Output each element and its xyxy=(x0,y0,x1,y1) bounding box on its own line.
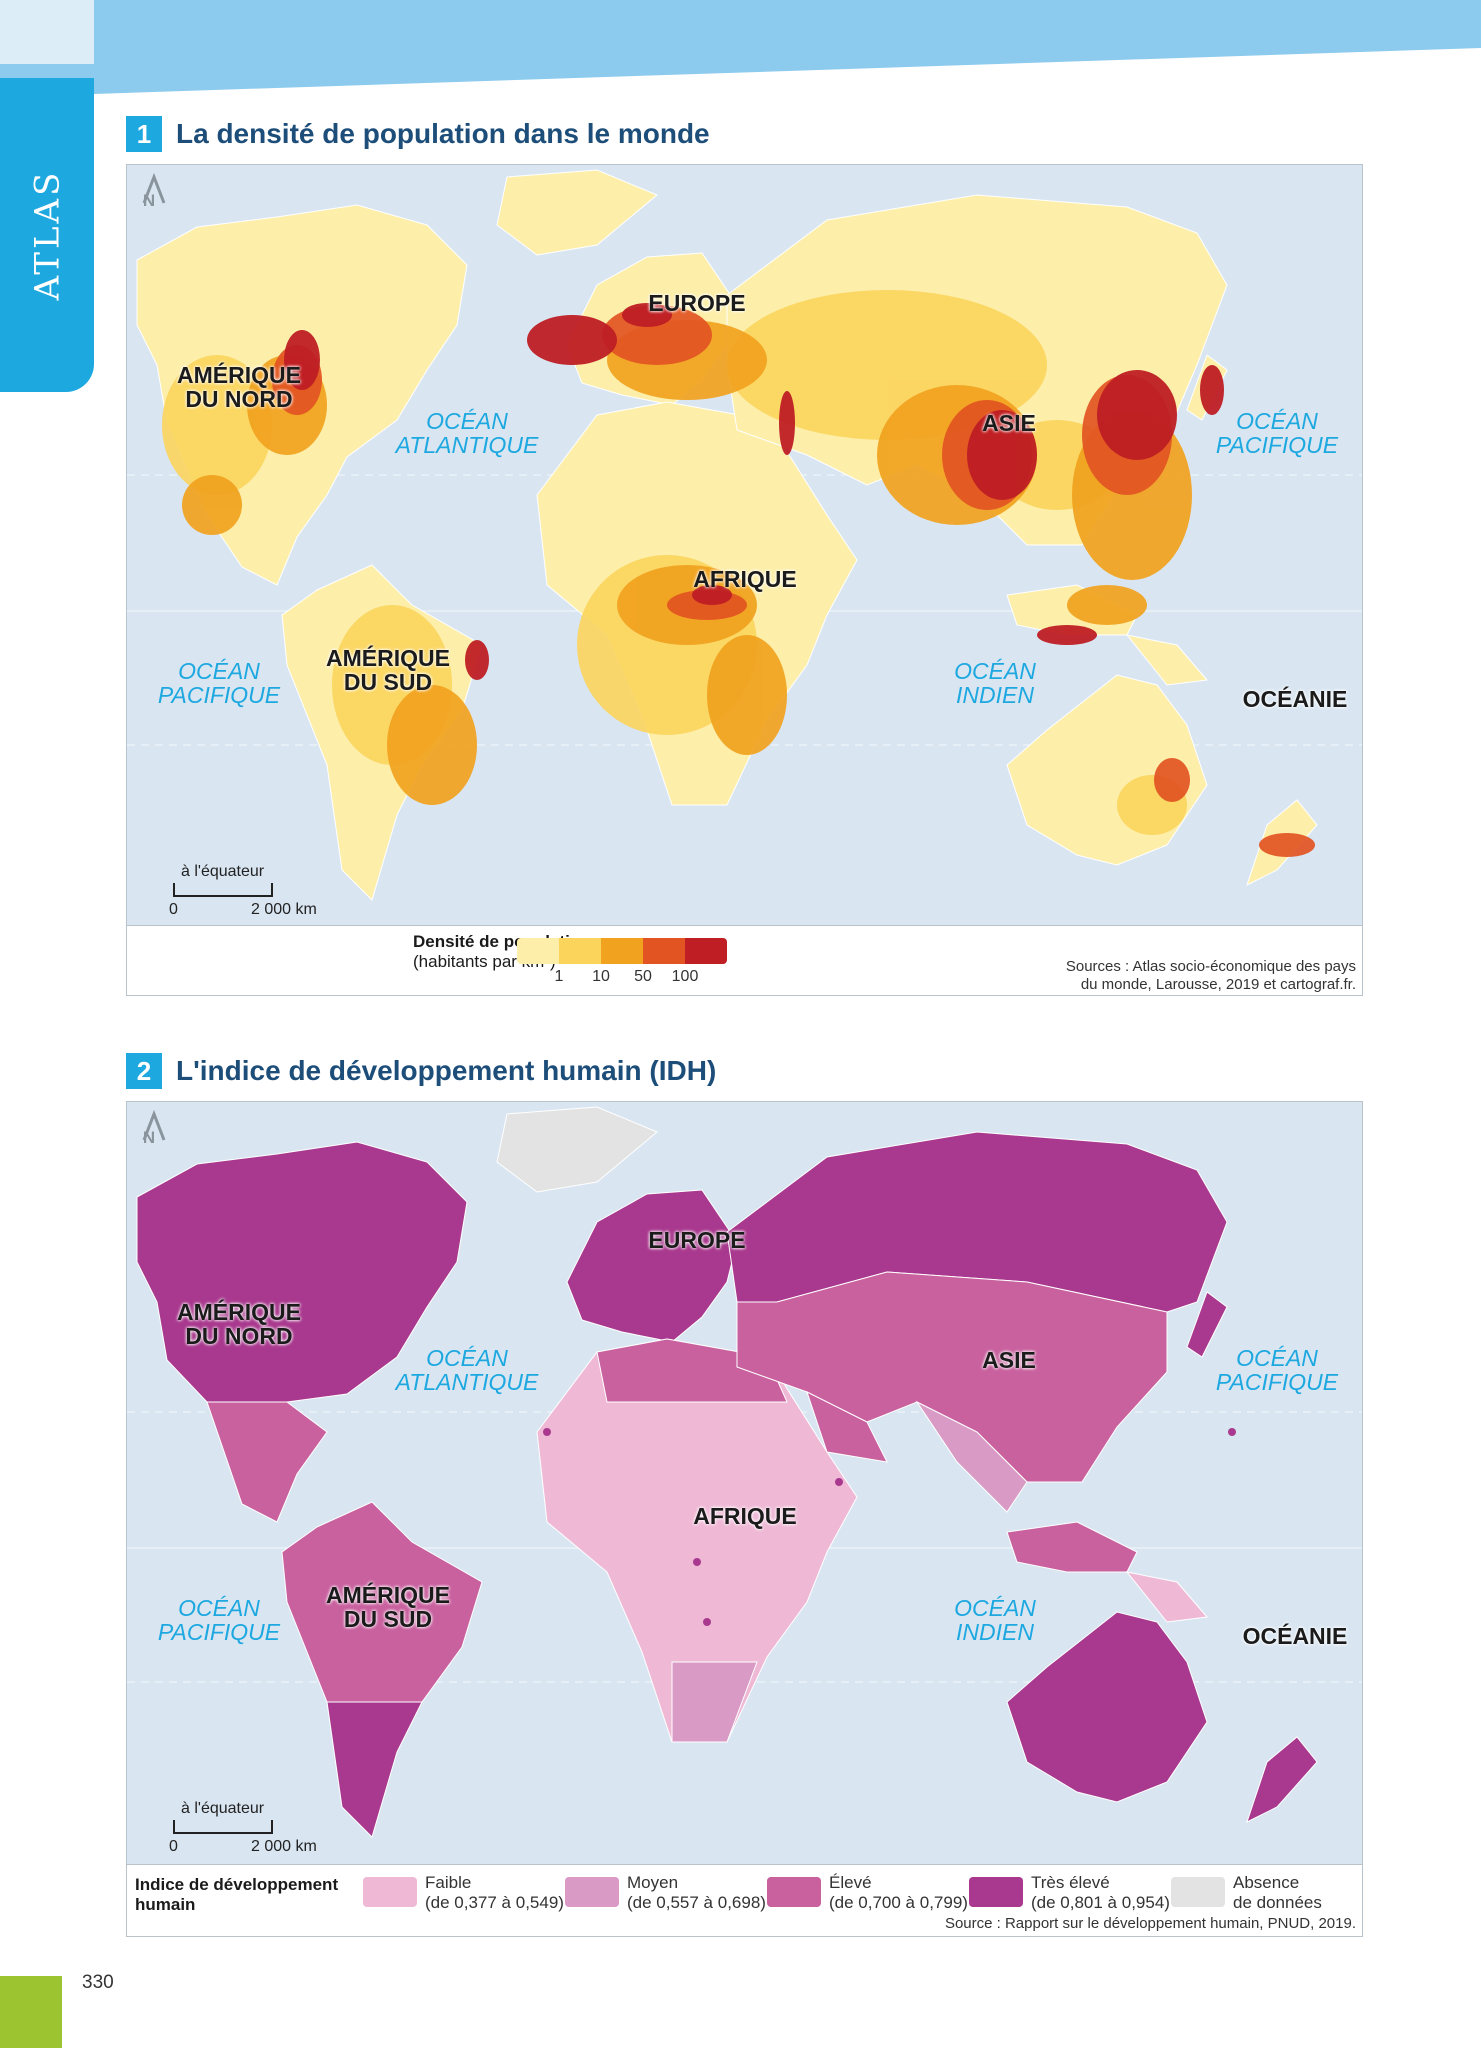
density-tick-1: 1 xyxy=(554,968,564,985)
map1-title: La densité de population dans le monde xyxy=(176,118,710,149)
map1-label-amerique-sud: AMÉRIQUE DU SUD xyxy=(326,645,450,696)
map1-source-line2: du monde, Larousse, 2019 et cartograf.fr… xyxy=(1080,976,1356,993)
top-corner-block xyxy=(0,0,94,64)
map1-label-oceanie: OCÉANIE xyxy=(1242,686,1348,712)
top-band xyxy=(0,0,1481,94)
map1-label-ocean-pacifique-est: OCÉAN PACIFIQUE xyxy=(1215,408,1339,459)
map1-label-amerique-nord: AMÉRIQUE DU NORD xyxy=(177,362,301,413)
map2-label-ocean-atlantique: OCÉAN ATLANTIQUE xyxy=(395,1345,539,1396)
density-tick-3: 50 xyxy=(634,968,652,985)
map1-frame: N AMÉRIQUE DU NORD EUROPE ASIE AFRIQUE A… xyxy=(126,164,1363,996)
map2-label-oceanie: OCÉANIE xyxy=(1242,1623,1348,1649)
density-swatch-2 xyxy=(559,938,601,964)
map1-label-asie: ASIE xyxy=(982,410,1036,436)
hdi-swatch-1 xyxy=(363,1877,417,1907)
map2-frame: N AMÉRIQUE DU NORD EUROPE ASIE AFRIQUE A… xyxy=(126,1101,1363,1937)
map2-heading: 2 L'indice de développement humain (IDH) xyxy=(126,1053,716,1089)
map2-label-ocean-pacifique-est: OCÉAN PACIFIQUE xyxy=(1215,1345,1339,1396)
map1-heading: 1 La densité de population dans le monde xyxy=(126,116,710,152)
hdi-label-5: Absence de données xyxy=(1233,1873,1322,1912)
map1-number: 1 xyxy=(126,116,162,152)
density-swatch-1 xyxy=(517,938,559,964)
hdi-map xyxy=(127,1102,1362,1864)
map1-source-line1: Sources : Atlas socio-économique des pay… xyxy=(1065,958,1356,975)
map2-number: 2 xyxy=(126,1053,162,1089)
map1-scale-caption: à l'équateur xyxy=(181,863,265,880)
map2-scale-end: 2 000 km xyxy=(251,1838,317,1855)
map2-source: Source : Rapport sur le développement hu… xyxy=(944,1915,1356,1932)
hdi-label-2: Moyen (de 0,557 à 0,698) xyxy=(627,1873,766,1912)
map2-north-label: N xyxy=(142,1128,156,1147)
hdi-label-4: Très élevé (de 0,801 à 0,954) xyxy=(1031,1873,1170,1912)
map1-label-ocean-indien: OCÉAN INDIEN xyxy=(954,658,1036,709)
map2-scale-bar xyxy=(173,1820,273,1834)
map1-scale-start: 0 xyxy=(169,901,178,918)
density-swatch-3 xyxy=(601,938,643,964)
map2-title: L'indice de développement humain (IDH) xyxy=(176,1055,717,1086)
map2-label-afrique: AFRIQUE xyxy=(693,1503,797,1529)
population-density-map xyxy=(127,165,1362,925)
map2-scale-caption: à l'équateur xyxy=(181,1800,265,1817)
map1-label-ocean-atlantique: OCÉAN ATLANTIQUE xyxy=(395,408,539,459)
density-swatch-4 xyxy=(643,938,685,964)
map2-label-ocean-pacifique-ouest: OCÉAN PACIFIQUE xyxy=(157,1595,281,1646)
hdi-label-3: Élevé (de 0,700 à 0,799) xyxy=(829,1873,968,1912)
page-number: 330 xyxy=(82,1972,114,1993)
map1-scale-bar xyxy=(173,883,273,897)
map1-scale-end: 2 000 km xyxy=(251,901,317,918)
map2-label-asie: ASIE xyxy=(982,1347,1036,1373)
map2-label-ocean-indien: OCÉAN INDIEN xyxy=(954,1595,1036,1646)
density-tick-2: 10 xyxy=(592,968,610,985)
map1-label-afrique: AFRIQUE xyxy=(693,566,797,592)
atlas-side-tab xyxy=(0,78,94,392)
map2-legend-title: Indice de développement humain xyxy=(135,1875,339,1915)
map1-north-label: N xyxy=(142,191,156,210)
hdi-swatch-3 xyxy=(767,1877,821,1907)
map2-scale-start: 0 xyxy=(169,1838,178,1855)
page-corner-block xyxy=(0,1976,62,2048)
density-swatch-5 xyxy=(685,938,727,964)
atlas-tab-label: ATLAS xyxy=(27,169,68,301)
map1-label-europe: EUROPE xyxy=(648,290,746,316)
map2-label-europe: EUROPE xyxy=(648,1227,746,1253)
map2-legend: Indice de développement humain Faible (d… xyxy=(127,1864,1362,1936)
map2-label-amerique-nord: AMÉRIQUE DU NORD xyxy=(177,1299,301,1350)
map1-legend: Densité de population (habitants par km²… xyxy=(127,925,1362,995)
map1-label-ocean-pacifique-ouest: OCÉAN PACIFIQUE xyxy=(157,658,281,709)
hdi-swatch-2 xyxy=(565,1877,619,1907)
hdi-swatch-4 xyxy=(969,1877,1023,1907)
hdi-swatch-5 xyxy=(1171,1877,1225,1907)
map2-label-amerique-sud: AMÉRIQUE DU SUD xyxy=(326,1582,450,1633)
density-tick-4: 100 xyxy=(671,968,699,985)
hdi-label-1: Faible (de 0,377 à 0,549) xyxy=(425,1873,564,1912)
